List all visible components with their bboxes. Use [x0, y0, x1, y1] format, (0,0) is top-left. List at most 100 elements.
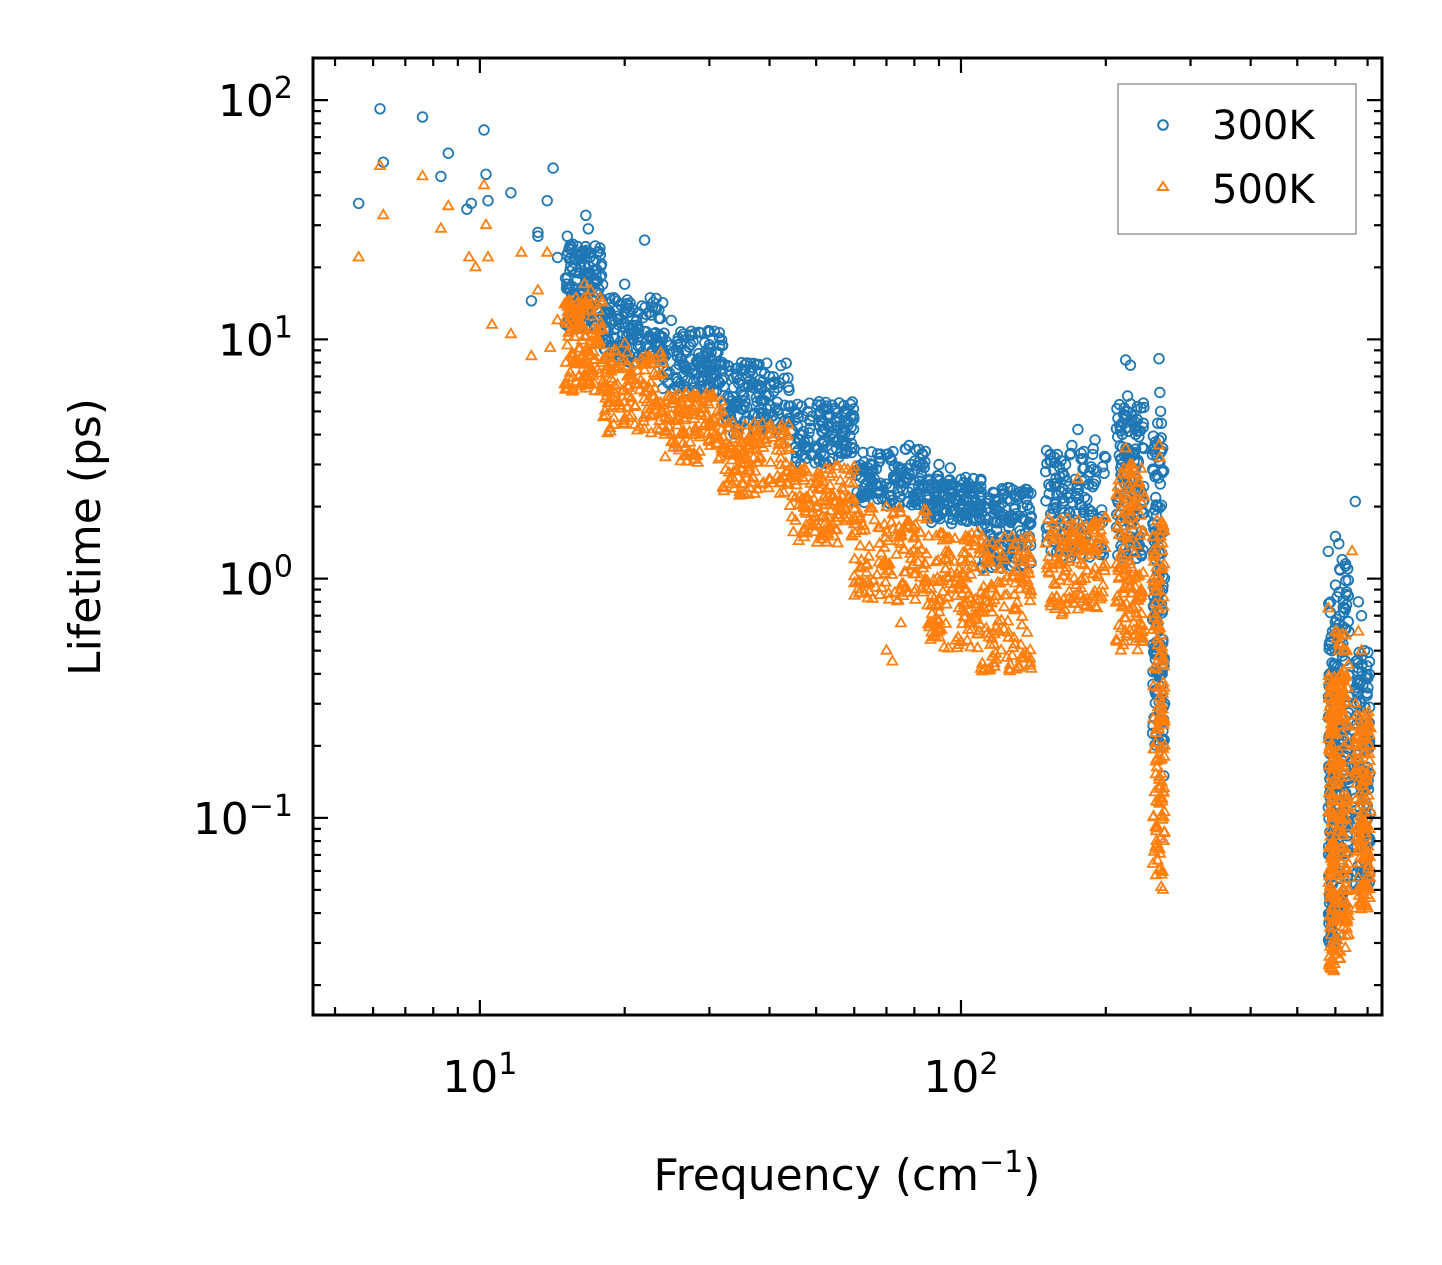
data-point-500k-397: [705, 424, 719, 437]
data-point-300k-487: [780, 357, 792, 369]
data-point-500k-400: [675, 395, 689, 407]
data-point-300k-270: [626, 303, 639, 316]
legend: 300K 500K: [1117, 83, 1357, 235]
data-point-300k-696: [812, 452, 824, 465]
data-point-300k-221: [619, 318, 631, 330]
data-point-300k-687: [792, 433, 804, 446]
data-point-300k-1911: [1356, 666, 1368, 678]
data-point-500k-265: [636, 410, 651, 422]
data-point-300k-1976: [547, 162, 559, 174]
y-tick-label-exp: −1: [249, 789, 293, 824]
data-point-300k-546: [722, 359, 734, 372]
data-point-300k-499: [723, 365, 736, 377]
data-point-500k-255: [644, 356, 658, 368]
data-point-300k-414: [716, 334, 728, 346]
data-point-500k-414: [676, 424, 690, 437]
data-point-300k-1975: [541, 194, 553, 207]
data-point-300k-655: [828, 431, 840, 444]
data-point-300k-670: [831, 434, 843, 447]
data-point-500k-404: [694, 401, 708, 413]
data-point-300k-236: [640, 308, 652, 320]
data-point-500k-407: [711, 432, 725, 444]
legend-label-300k: 300K: [1212, 103, 1316, 149]
data-point-500k-290: [714, 394, 728, 406]
data-point-500k-458: [752, 455, 766, 467]
data-point-300k-834: [858, 456, 870, 468]
data-point-300k-553: [744, 374, 756, 387]
data-point-300k-1251: [1072, 484, 1085, 496]
data-point-500k-51: [591, 303, 605, 315]
data-point-300k-1972: [525, 295, 538, 307]
data-point-300k-2008: [1121, 390, 1134, 402]
data-point-300k-1118: [1023, 517, 1035, 530]
data-point-300k-833: [865, 446, 878, 458]
data-point-500k-213: [600, 379, 614, 391]
x-tick-label-base: 10: [923, 1052, 979, 1103]
data-point-300k-1453: [1154, 478, 1167, 490]
data-point-500k-408: [679, 385, 693, 398]
data-point-300k-1129: [1089, 475, 1102, 487]
data-point-500k-418: [685, 407, 699, 420]
data-point-500k-245: [609, 344, 623, 356]
data-point-500k-391: [693, 444, 707, 456]
data-point-300k-88: [559, 272, 572, 284]
data-point-300k-1105: [993, 501, 1005, 514]
data-point-500k-207: [637, 421, 651, 434]
x-tick-label-base: 10: [442, 1052, 498, 1103]
data-point-300k-223: [618, 322, 631, 334]
data-point-300k-1109: [999, 513, 1012, 526]
data-point-500k-232: [603, 424, 617, 436]
data-point-500k-134: [571, 310, 585, 322]
data-point-300k-230: [604, 292, 616, 305]
data-point-500k-216: [598, 403, 612, 415]
data-point-300k-261: [631, 328, 644, 340]
data-point-300k-1255: [1050, 496, 1062, 508]
data-point-300k-413: [689, 327, 701, 340]
data-point-300k-689: [816, 425, 828, 438]
data-point-300k-542: [747, 381, 759, 394]
data-point-500k-279: [649, 398, 663, 410]
data-point-300k-495: [778, 372, 790, 385]
data-point-300k-1974: [532, 230, 544, 242]
data-point-300k-480: [739, 359, 751, 371]
data-point-300k-809: [885, 489, 897, 502]
data-point-300k-1789: [1340, 574, 1352, 587]
data-point-500k-100: [558, 313, 572, 325]
data-point-500k-176: [622, 378, 636, 390]
data-point-300k-1035: [975, 486, 987, 498]
data-point-500k-128: [578, 322, 592, 335]
data-point-300k-537: [764, 378, 776, 390]
data-point-300k-974: [969, 506, 982, 518]
data-point-300k-2013: [1153, 353, 1165, 365]
data-point-500k-461: [721, 420, 735, 432]
data-point-300k-719: [872, 493, 884, 505]
data-point-500k-107: [586, 353, 600, 365]
data-point-300k-276: [608, 315, 621, 328]
data-point-500k-130: [571, 353, 585, 366]
data-point-300k-1222: [1075, 447, 1087, 460]
data-point-300k-969: [945, 506, 957, 518]
data-point-300k-2027: [1349, 495, 1362, 508]
data-point-300k-2014: [1154, 386, 1166, 399]
data-point-300k-388: [703, 325, 716, 338]
data-point-500k-192: [601, 395, 615, 408]
data-point-500k-236: [652, 423, 666, 435]
data-point-300k-961: [958, 476, 970, 489]
data-point-300k-80: [578, 260, 591, 273]
data-point-300k-531: [735, 385, 747, 397]
data-point-300k-1992: [903, 439, 915, 452]
data-point-300k-1998: [1018, 486, 1030, 498]
data-point-300k-682: [840, 407, 852, 419]
data-point-300k-1246: [1069, 490, 1082, 502]
data-point-300k-1971: [505, 187, 517, 199]
data-point-300k-1536: [1157, 466, 1169, 479]
data-point-300k-1988: [763, 370, 776, 383]
data-point-300k-828: [888, 472, 900, 484]
data-point-300k-98: [564, 252, 577, 264]
data-point-300k-2029: [1355, 610, 1368, 622]
data-point-300k-1985: [665, 314, 678, 327]
data-point-300k-1223: [1058, 470, 1070, 482]
data-point-300k-1990: [848, 442, 860, 455]
y-tick-label-base: 10: [218, 555, 274, 606]
